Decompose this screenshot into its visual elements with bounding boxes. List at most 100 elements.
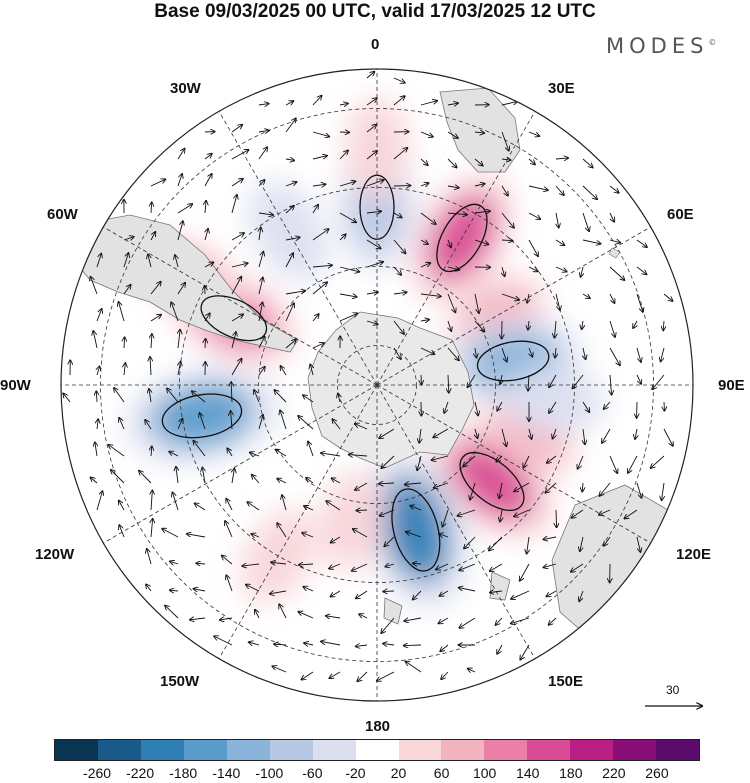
- wind-arrow: [150, 282, 161, 295]
- wind-arrow: [93, 331, 98, 349]
- wind-arrow: [254, 390, 260, 403]
- wind-arrow: [357, 671, 368, 681]
- map-border: [60, 68, 694, 702]
- wind-arrow: [231, 263, 248, 268]
- wind-arrow: [124, 337, 125, 349]
- wind-arrow: [468, 669, 476, 672]
- wind-arrow: [651, 455, 665, 468]
- wind-arrow: [553, 428, 556, 439]
- wind-arrow: [599, 509, 611, 515]
- wind-arrow: [192, 391, 206, 403]
- wind-arrow: [119, 418, 125, 430]
- wind-arrow: [339, 313, 357, 322]
- anomaly-blob-core: [354, 113, 400, 183]
- lon-label-90e: 90E: [718, 377, 745, 394]
- wind-arrow: [501, 101, 517, 106]
- wind-arrow: [312, 96, 322, 106]
- wind-arrow: [111, 470, 125, 484]
- wind-arrow: [321, 641, 341, 646]
- wind-arrow: [528, 212, 540, 219]
- wind-arrow: [447, 347, 459, 360]
- colorbar-swatch: [527, 740, 571, 760]
- wind-arrow: [529, 347, 532, 357]
- streamline: [161, 393, 243, 439]
- colorbar-swatch: [55, 740, 98, 760]
- wind-arrow: [169, 452, 179, 457]
- wind-arrow: [165, 606, 179, 619]
- wind-arrow: [545, 482, 557, 493]
- wind-arrow: [543, 563, 557, 567]
- wind-arrow: [555, 293, 560, 310]
- wind-arrow: [231, 277, 241, 295]
- wind-arrow: [366, 321, 378, 324]
- wind-arrow: [447, 186, 459, 188]
- wind-arrow: [366, 151, 377, 160]
- wind-arrow: [523, 455, 530, 468]
- wind-arrow: [285, 101, 293, 105]
- wind-arrow: [119, 525, 125, 538]
- wind-arrow: [547, 455, 557, 463]
- wind-arrow: [447, 103, 458, 105]
- wind-arrow: [258, 278, 263, 295]
- colorbar-swatch: [312, 740, 356, 760]
- wind-arrow: [410, 506, 422, 511]
- colorbar-tick-label: -220: [126, 765, 155, 781]
- colorbar-tick-label: 60: [433, 765, 450, 781]
- wind-arrow: [231, 233, 244, 241]
- wind-arrow: [339, 150, 348, 160]
- wind-arrow: [529, 428, 532, 439]
- wind-arrow: [349, 455, 368, 456]
- wind-arrow: [200, 413, 206, 430]
- wind-arrow: [405, 483, 422, 485]
- lon-label-30w: 30W: [170, 80, 201, 97]
- wind-arrow: [356, 510, 368, 511]
- wind-arrow: [279, 604, 287, 619]
- wind-arrow: [366, 98, 377, 106]
- wind-arrow: [475, 401, 478, 415]
- wind-arrow: [474, 320, 484, 331]
- anomaly-blob-core: [381, 477, 450, 583]
- wind-arrow: [259, 227, 261, 241]
- wind-arrow: [583, 428, 585, 444]
- latitude-circle: [337, 345, 417, 425]
- wind-arrow: [303, 395, 314, 403]
- wind-arrow: [366, 239, 381, 248]
- wind-arrow: [556, 212, 559, 228]
- wind-arrow: [226, 499, 233, 511]
- wind-arrow: [459, 563, 476, 570]
- wind-arrow: [175, 255, 178, 268]
- wind-arrow: [385, 564, 395, 567]
- colorbar-tick-label: -100: [255, 765, 284, 781]
- wind-arrow: [339, 212, 356, 222]
- wind-arrow: [581, 266, 583, 277]
- wind-arrow: [272, 666, 287, 673]
- wind-arrow: [205, 201, 206, 214]
- meridian-line: [103, 226, 378, 386]
- wind-arrow: [326, 616, 341, 618]
- wind-arrow: [549, 401, 557, 413]
- colorbar: [54, 739, 700, 761]
- wind-arrow: [332, 478, 341, 484]
- wind-arrow: [167, 388, 179, 403]
- wind-arrow: [442, 509, 449, 527]
- wind-arrow: [393, 77, 405, 83]
- wind-arrow: [258, 252, 263, 268]
- wind-arrow: [393, 96, 405, 106]
- wind-arrow: [247, 502, 260, 511]
- latitude-circle: [258, 266, 496, 504]
- meridian-line: [376, 111, 536, 386]
- wind-arrow: [609, 320, 615, 337]
- wind-arrow: [420, 320, 429, 321]
- wind-arrow: [500, 374, 502, 384]
- wind-arrow: [171, 302, 179, 322]
- wind-arrow: [489, 536, 503, 550]
- wind-arrow: [359, 614, 368, 618]
- streamline: [476, 340, 550, 382]
- wind-arrow: [582, 212, 589, 231]
- wind-arrow: [474, 132, 484, 133]
- meridian-line: [376, 226, 651, 386]
- wind-arrow: [339, 234, 346, 241]
- wind-arrow: [604, 401, 611, 409]
- wind-arrow: [97, 419, 98, 430]
